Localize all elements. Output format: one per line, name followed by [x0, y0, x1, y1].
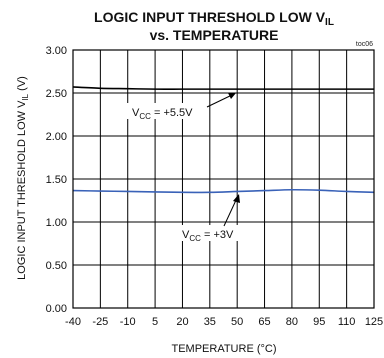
figure-tag: toc06: [356, 41, 373, 48]
x-tick-label: 80: [286, 316, 298, 328]
y-tick-label: 0.00: [46, 303, 67, 315]
annotation-background: [177, 225, 247, 241]
x-tick-label: 35: [204, 316, 216, 328]
y-tick-labels: 0.00 0.50 1.00 1.50 2.00 2.50 3.00: [46, 45, 67, 315]
x-tick-labels: -40 -25 -10 5 20 35 50 65 80 95 110 125: [65, 316, 383, 328]
annotation-background: [127, 103, 208, 119]
annotation-label-vcc-3v: VCC = +3V: [182, 229, 234, 243]
chart-title-line1: LOGIC INPUT THRESHOLD LOW VIL: [94, 9, 334, 28]
y-tick-label: 2.00: [46, 131, 67, 143]
x-tick-label: -40: [65, 316, 81, 328]
x-tick-label: 95: [313, 316, 325, 328]
annotation-label-vcc-5v5: VCC = +5.5V: [132, 107, 193, 121]
x-tick-label: 65: [258, 316, 270, 328]
x-tick-label: 110: [338, 316, 356, 328]
series-lines: [72, 86, 375, 194]
y-tick-label: 3.00: [46, 45, 67, 57]
x-tick-label: 50: [231, 316, 243, 328]
x-tick-label: -10: [120, 316, 136, 328]
annotation-arrowhead: [228, 93, 236, 99]
x-tick-label: 125: [365, 316, 383, 328]
y-tick-label: 0.50: [46, 260, 67, 272]
series-annotation-vcc-5v5: VCC = +5.5V: [127, 93, 236, 121]
y-tick-label: 1.50: [46, 174, 67, 186]
x-tick-label: 5: [152, 316, 158, 328]
plot-frame: [72, 49, 375, 309]
annotation-arrowhead: [233, 194, 240, 203]
annotation-leader-line: [206, 93, 235, 108]
y-axis-label: LOGIC INPUT THRESHOLD LOW VIL (V): [16, 76, 30, 280]
chart-title-line2: vs. TEMPERATURE: [150, 27, 279, 43]
x-axis-label: TEMPERATURE (°C): [171, 343, 276, 355]
annotation-leader-line: [223, 197, 238, 227]
x-tick-label: 20: [176, 316, 188, 328]
series-line-vcc-3v: [72, 188, 375, 194]
y-tick-label: 1.00: [46, 217, 67, 229]
x-tick-label: -25: [92, 316, 108, 328]
series-annotation-vcc-3v: VCC = +3V: [177, 194, 247, 243]
series-line-vcc-5v5: [72, 86, 374, 90]
y-tick-label: 2.50: [46, 88, 67, 100]
